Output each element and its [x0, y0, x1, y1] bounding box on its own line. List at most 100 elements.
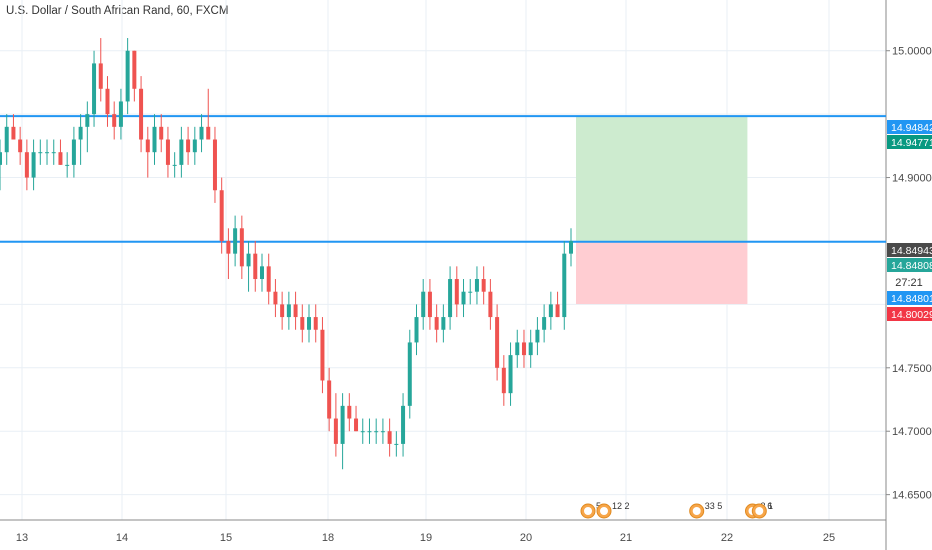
candle-body[interactable] — [535, 329, 540, 343]
candle-body[interactable] — [488, 291, 493, 318]
candle-body[interactable] — [441, 317, 446, 330]
candle-body[interactable] — [172, 164, 177, 166]
candle-body[interactable] — [192, 139, 197, 153]
candle-body[interactable] — [132, 50, 137, 89]
candle-body[interactable] — [78, 126, 83, 140]
candle-body[interactable] — [92, 63, 97, 115]
candle-body[interactable] — [434, 317, 439, 330]
price-badge — [887, 291, 932, 305]
candle-body[interactable] — [206, 126, 211, 140]
y-tick-label: 14.65000 — [892, 490, 932, 502]
countdown-badge — [887, 275, 932, 289]
candle-body[interactable] — [360, 431, 365, 433]
y-tick-label: 14.70000 — [892, 426, 932, 438]
candle-body[interactable] — [253, 253, 258, 280]
candle-body[interactable] — [38, 152, 43, 154]
candle-body[interactable] — [199, 126, 204, 140]
candle-body[interactable] — [367, 431, 372, 433]
candle-body[interactable] — [118, 101, 123, 127]
candle-body[interactable] — [65, 164, 70, 166]
candle-body[interactable] — [293, 304, 298, 318]
candle-body[interactable] — [159, 126, 164, 140]
candle-body[interactable] — [186, 139, 191, 153]
candle-body[interactable] — [427, 291, 432, 318]
candle-body[interactable] — [461, 291, 466, 305]
candle-body[interactable] — [45, 152, 50, 154]
candle-body[interactable] — [495, 317, 500, 368]
candle-body[interactable] — [454, 279, 459, 305]
candle-body[interactable] — [280, 304, 285, 318]
candle-body[interactable] — [125, 50, 130, 102]
x-tick-label: 15 — [220, 532, 232, 544]
candle-body[interactable] — [98, 63, 103, 89]
candle-body[interactable] — [448, 279, 453, 318]
candle-body[interactable] — [273, 291, 278, 305]
candle-body[interactable] — [481, 279, 486, 292]
price-badge — [887, 258, 932, 272]
candle-body[interactable] — [468, 291, 473, 293]
candle-body[interactable] — [11, 126, 16, 140]
candle-body[interactable] — [4, 126, 9, 153]
candle-body[interactable] — [18, 139, 23, 153]
candle-body[interactable] — [71, 139, 76, 165]
candle-body[interactable] — [226, 240, 231, 254]
candle-body[interactable] — [542, 317, 547, 330]
candle-body[interactable] — [374, 431, 379, 433]
candle-body[interactable] — [259, 266, 264, 280]
candle-body[interactable] — [266, 266, 271, 292]
price-badge — [887, 307, 932, 321]
candle-body[interactable] — [152, 126, 157, 153]
candle-body[interactable] — [31, 152, 36, 178]
candle-body[interactable] — [112, 114, 117, 127]
candle-body[interactable] — [548, 304, 553, 318]
candle-body[interactable] — [401, 405, 406, 444]
candle-body[interactable] — [246, 253, 251, 267]
candle-body[interactable] — [474, 279, 479, 292]
candle-body[interactable] — [333, 418, 338, 444]
candle-body[interactable] — [327, 380, 332, 419]
candle-body[interactable] — [139, 88, 144, 140]
candle-body[interactable] — [313, 317, 318, 330]
candle-body[interactable] — [105, 88, 110, 115]
x-tick-label: 22 — [721, 532, 733, 544]
candle-body[interactable] — [58, 152, 63, 165]
candle-body[interactable] — [300, 317, 305, 330]
candle-body[interactable] — [24, 152, 29, 178]
candle-body[interactable] — [145, 139, 150, 153]
candle-body[interactable] — [508, 355, 513, 394]
candle-body[interactable] — [347, 405, 352, 419]
candle-body[interactable] — [555, 304, 560, 318]
candle-body[interactable] — [307, 317, 312, 330]
candle-body[interactable] — [340, 405, 345, 444]
profit-zone[interactable] — [576, 117, 748, 242]
candle-body[interactable] — [521, 342, 526, 356]
candle-body[interactable] — [515, 342, 520, 356]
candle-body[interactable] — [562, 253, 567, 318]
candle-body[interactable] — [387, 431, 392, 444]
price-badge-label: 14.94842 — [891, 122, 932, 134]
event-marker-label: 6 — [767, 501, 772, 511]
candle-body[interactable] — [407, 342, 412, 406]
candle-body[interactable] — [165, 139, 170, 165]
candle-body[interactable] — [354, 418, 359, 432]
candle-body[interactable] — [212, 139, 217, 191]
candle-body[interactable] — [320, 329, 325, 381]
loss-zone[interactable] — [576, 241, 748, 305]
candle-body[interactable] — [394, 443, 399, 445]
candle-body[interactable] — [85, 114, 90, 127]
candle-body[interactable] — [239, 228, 244, 267]
candle-body[interactable] — [421, 291, 426, 318]
candle-body[interactable] — [219, 190, 224, 241]
candle-body[interactable] — [233, 228, 238, 254]
event-marker-flag-icon — [600, 507, 608, 515]
candle-body[interactable] — [0, 152, 2, 165]
candle-body[interactable] — [501, 367, 506, 394]
candle-body[interactable] — [528, 342, 533, 356]
candle-body[interactable] — [414, 317, 419, 343]
candle-body[interactable] — [51, 152, 56, 154]
candle-body[interactable] — [569, 240, 573, 254]
candle-body[interactable] — [179, 139, 184, 165]
candle-body[interactable] — [380, 431, 385, 433]
candle-body[interactable] — [286, 304, 291, 318]
